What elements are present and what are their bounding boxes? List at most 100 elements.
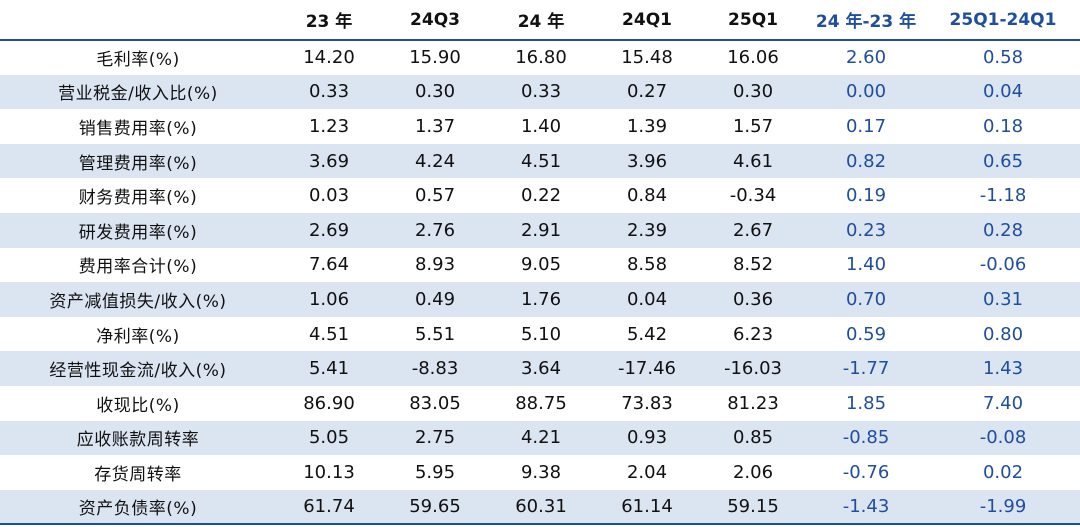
header-24q3: 24Q3 <box>382 0 488 41</box>
value-cell: 1.76 <box>488 282 594 317</box>
value-cell: 9.05 <box>488 247 594 283</box>
value-cell: 5.95 <box>382 455 488 490</box>
value-cell: 4.61 <box>700 143 806 179</box>
value-cell: 1.23 <box>276 109 382 144</box>
value-cell: 61.14 <box>594 489 700 526</box>
value-cell: 2.76 <box>382 212 488 248</box>
table-row: 经营性现金流/收入(%) 5.41 -8.83 3.64 -17.46 -16.03 -1.… <box>0 351 1080 386</box>
value-cell: 8.58 <box>594 247 700 283</box>
row-label: 费用率合计(%) <box>0 247 276 283</box>
diff-cell: 0.02 <box>926 455 1080 490</box>
diff-cell: 0.82 <box>806 143 926 179</box>
value-cell: 2.67 <box>700 212 806 248</box>
header-row: 23 年 24Q3 24 年 24Q1 25Q1 24 年-23 年 25Q1-… <box>0 0 1080 41</box>
row-label: 净利率(%) <box>0 316 276 352</box>
diff-cell: -1.77 <box>806 351 926 386</box>
value-cell: 2.75 <box>382 420 488 456</box>
value-cell: 0.04 <box>594 282 700 317</box>
value-cell: -8.83 <box>382 351 488 386</box>
table-row: 资产负债率(%) 61.74 59.65 60.31 61.14 59.15 -1.43 -1… <box>0 489 1080 526</box>
value-cell: 1.37 <box>382 109 488 144</box>
value-cell: 9.38 <box>488 455 594 490</box>
diff-cell: 0.58 <box>926 40 1080 75</box>
value-cell: 0.22 <box>488 178 594 213</box>
value-cell: 15.90 <box>382 40 488 75</box>
value-cell: 0.49 <box>382 282 488 317</box>
value-cell: 2.69 <box>276 212 382 248</box>
diff-cell: -1.18 <box>926 178 1080 213</box>
value-cell: 4.24 <box>382 143 488 179</box>
value-cell: 2.04 <box>594 455 700 490</box>
value-cell: -17.46 <box>594 351 700 386</box>
value-cell: 81.23 <box>700 385 806 421</box>
table-row: 营业税金/收入比(%) 0.33 0.30 0.33 0.27 0.30 0.00 0.04 <box>0 74 1080 110</box>
row-label: 收现比(%) <box>0 385 276 421</box>
table-row: 财务费用率(%) 0.03 0.57 0.22 0.84 -0.34 0.19 -1.18 <box>0 178 1080 213</box>
value-cell: 2.06 <box>700 455 806 490</box>
value-cell: 8.93 <box>382 247 488 283</box>
value-cell: 86.90 <box>276 385 382 421</box>
diff-cell: 0.17 <box>806 109 926 144</box>
row-label: 存货周转率 <box>0 455 276 490</box>
diff-cell: -0.08 <box>926 420 1080 456</box>
value-cell: 0.30 <box>382 74 488 110</box>
value-cell: 59.15 <box>700 489 806 526</box>
value-cell: 5.05 <box>276 420 382 456</box>
value-cell: 0.03 <box>276 178 382 213</box>
value-cell: 73.83 <box>594 385 700 421</box>
header-label-col <box>0 0 276 41</box>
diff-cell: 0.31 <box>926 282 1080 317</box>
header-diff-quarter: 25Q1-24Q1 <box>926 0 1080 41</box>
table-row: 销售费用率(%) 1.23 1.37 1.40 1.39 1.57 0.17 0.18 <box>0 109 1080 144</box>
diff-cell: 0.28 <box>926 212 1080 248</box>
row-label: 资产负债率(%) <box>0 489 276 526</box>
diff-cell: 1.43 <box>926 351 1080 386</box>
row-label: 财务费用率(%) <box>0 178 276 213</box>
row-label: 毛利率(%) <box>0 40 276 75</box>
value-cell: 0.57 <box>382 178 488 213</box>
value-cell: 6.23 <box>700 316 806 352</box>
value-cell: 61.74 <box>276 489 382 526</box>
table-row: 费用率合计(%) 7.64 8.93 9.05 8.58 8.52 1.40 -0.06 <box>0 247 1080 283</box>
table-row: 资产减值损失/收入(%) 1.06 0.49 1.76 0.04 0.36 0.70 0.31 <box>0 282 1080 317</box>
diff-cell: 1.40 <box>806 247 926 283</box>
value-cell: 0.84 <box>594 178 700 213</box>
value-cell: 4.21 <box>488 420 594 456</box>
value-cell: 5.10 <box>488 316 594 352</box>
value-cell: 0.36 <box>700 282 806 317</box>
row-label: 资产减值损失/收入(%) <box>0 282 276 317</box>
row-label: 经营性现金流/收入(%) <box>0 351 276 386</box>
diff-cell: -0.85 <box>806 420 926 456</box>
header-25q1: 25Q1 <box>700 0 806 41</box>
row-label: 销售费用率(%) <box>0 109 276 144</box>
value-cell: 88.75 <box>488 385 594 421</box>
value-cell: 5.42 <box>594 316 700 352</box>
diff-cell: -1.99 <box>926 489 1080 526</box>
value-cell: 0.33 <box>276 74 382 110</box>
value-cell: 0.33 <box>488 74 594 110</box>
value-cell: 1.57 <box>700 109 806 144</box>
header-24q1: 24Q1 <box>594 0 700 41</box>
diff-cell: 2.60 <box>806 40 926 75</box>
value-cell: 15.48 <box>594 40 700 75</box>
table-row: 净利率(%) 4.51 5.51 5.10 5.42 6.23 0.59 0.80 <box>0 316 1080 352</box>
table-row: 存货周转率 10.13 5.95 9.38 2.04 2.06 -0.76 0.02 <box>0 455 1080 490</box>
diff-cell: 0.59 <box>806 316 926 352</box>
header-23y: 23 年 <box>276 0 382 41</box>
value-cell: 16.80 <box>488 40 594 75</box>
row-label: 研发费用率(%) <box>0 212 276 248</box>
table-row: 收现比(%) 86.90 83.05 88.75 73.83 81.23 1.85 7.40 <box>0 385 1080 421</box>
value-cell: 5.41 <box>276 351 382 386</box>
value-cell: 2.91 <box>488 212 594 248</box>
value-cell: 0.27 <box>594 74 700 110</box>
value-cell: 4.51 <box>488 143 594 179</box>
diff-cell: -0.76 <box>806 455 926 490</box>
value-cell: -16.03 <box>700 351 806 386</box>
diff-cell: 0.80 <box>926 316 1080 352</box>
diff-cell: 7.40 <box>926 385 1080 421</box>
diff-cell: 0.04 <box>926 74 1080 110</box>
diff-cell: 0.65 <box>926 143 1080 179</box>
value-cell: 8.52 <box>700 247 806 283</box>
header-diff-year: 24 年-23 年 <box>806 0 926 41</box>
diff-cell: 0.70 <box>806 282 926 317</box>
